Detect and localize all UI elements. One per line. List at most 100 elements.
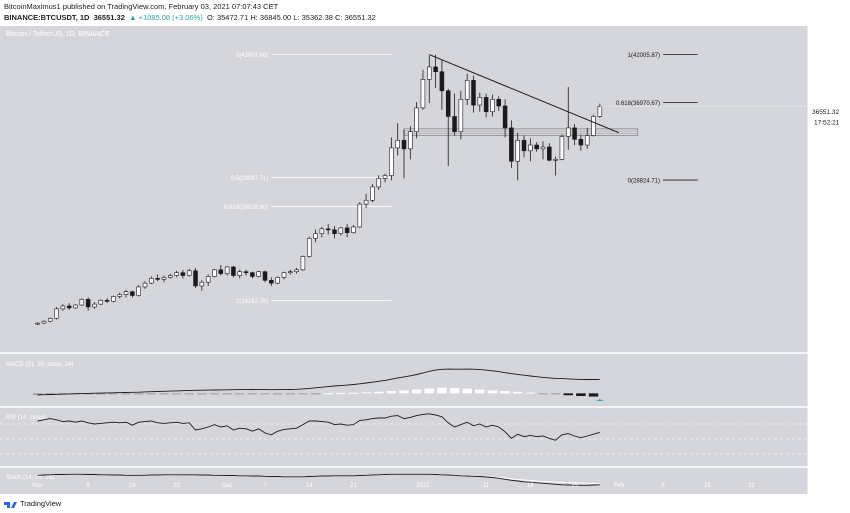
stoch-pane: Stoch (14, 26, 24) 50.00: [6, 473, 829, 488]
macd-histogram-bar: [184, 393, 194, 395]
price-tick-label: 18000.00: [813, 282, 839, 288]
candle-bear: [509, 127, 514, 162]
candle-bear: [534, 144, 539, 150]
candle-bull: [35, 322, 40, 325]
candle-bull: [528, 144, 533, 152]
tradingview-text: TradingView: [19, 499, 62, 508]
price-tick-label: 22000.00: [813, 244, 839, 250]
chart-canvas[interactable]: Bitcoin / TetherUS, 1D, BINANCE USDT 0(4…: [0, 26, 850, 494]
macd-histogram-bar: [285, 393, 296, 395]
macd-histogram-bar: [538, 393, 548, 395]
macd-histogram-bar: [146, 393, 157, 395]
time-tick-label: 21: [350, 483, 357, 489]
macd-histogram-bar: [209, 393, 220, 395]
candle-bull: [111, 296, 116, 302]
candle-bear: [547, 146, 552, 161]
price-tick-label: 20000.00: [813, 263, 839, 269]
price-tick-label: 24000.00: [813, 225, 839, 231]
price-pane: 0(42007.66) 0.5(29087.71) 0.618(26038.60) 1…: [35, 53, 808, 326]
stoch-tick-label: 50.00: [813, 482, 829, 488]
time-tag-text: 17:52:21: [814, 120, 840, 127]
candle-bear: [180, 272, 186, 276]
candle-bull: [338, 227, 344, 234]
chart-background: [0, 26, 808, 494]
candle-bull: [237, 271, 243, 276]
fib-left-level-label: 0.618(26038.60): [224, 205, 268, 211]
candle-bull: [212, 269, 217, 277]
tradingview-logo[interactable]: TradingView: [4, 499, 62, 509]
candle-bull: [60, 305, 66, 310]
candle-bull: [427, 66, 432, 80]
price-tick-label: 30000.00: [813, 167, 839, 173]
candle-bear: [130, 291, 135, 296]
candle-bull: [319, 228, 325, 234]
candle-bear: [471, 79, 476, 106]
time-tick-label: Nov: [32, 483, 43, 489]
candle-bull: [54, 308, 59, 319]
rsi-pane: RSI (14, close) 75.00 50.00 25.00: [0, 413, 829, 459]
price-tick-label: 34000.00: [813, 129, 839, 135]
symbol-line: BINANCE:BTCUSDT, 1D 36551.32 ▲ +1085.08 …: [4, 13, 376, 22]
macd-histogram-bar: [272, 393, 283, 395]
price-tick-label: 44000.00: [813, 34, 839, 40]
macd-histogram-bar: [588, 393, 599, 397]
macd-histogram-bar: [235, 393, 245, 395]
macd-histogram-bar: [260, 393, 270, 395]
resistance-trendline: [429, 54, 619, 134]
macd-histogram-bar: [96, 393, 106, 395]
candle-bear: [445, 90, 451, 117]
time-tick-label: 14: [306, 483, 313, 489]
candle-bear: [483, 97, 489, 113]
candle-bull: [395, 139, 400, 149]
candle-bull: [300, 256, 306, 271]
macd-histogram-bar: [424, 388, 435, 394]
fib-right-level-label: 0(28824.71): [628, 179, 660, 185]
price-tick-label: 16000.00: [813, 301, 839, 307]
macd-histogram-bar: [361, 392, 371, 394]
candle-bull: [382, 175, 388, 179]
macd-histogram-bar: [323, 393, 333, 395]
price-tick-label: 28000.00: [813, 186, 839, 192]
macd-tick-label: 4000.00: [813, 370, 835, 376]
time-tick-label: 11: [483, 483, 490, 489]
rsi-tick-label: 25.00: [813, 453, 829, 459]
macd-histogram-bar: [563, 393, 573, 396]
time-tick-label: 25: [571, 483, 578, 489]
macd-histogram-bar: [247, 393, 258, 395]
candle-bear: [66, 305, 72, 309]
publisher-line: BitcoinMaximus1 published on TradingView…: [4, 2, 279, 11]
candle-bull: [408, 131, 413, 150]
candle-bull: [47, 318, 53, 322]
candle-bull: [281, 272, 287, 278]
candle-bear: [578, 139, 584, 146]
candle-bull: [123, 291, 129, 295]
fib-left-level-label: 0(42007.66): [236, 53, 268, 59]
candle-bull: [275, 277, 280, 284]
candle-bull: [351, 226, 356, 233]
price-tick-label: 40000.00: [813, 72, 839, 78]
candle-bull: [306, 238, 312, 257]
candle-bull: [136, 286, 141, 296]
macd-histogram-bar: [449, 387, 460, 394]
macd-histogram-bar: [437, 387, 447, 394]
chart-header: BitcoinMaximus1 published on TradingView…: [0, 0, 850, 26]
last-price: 36551.32: [93, 13, 125, 22]
candle-bull: [363, 199, 369, 205]
fib-right-level-label: 0.618(36970.67): [616, 101, 660, 107]
stoch-k-line: [37, 473, 600, 486]
candle-bear: [250, 272, 255, 277]
macd-histogram-bar: [550, 393, 561, 395]
candle-bull: [92, 303, 97, 308]
macd-line: [37, 368, 600, 396]
macd-histogram-bar: [399, 390, 409, 394]
time-tick-label: 16: [129, 483, 136, 489]
macd-tick-label: 0.00: [813, 392, 825, 398]
time-tick-label: 23: [173, 483, 180, 489]
candle-bear: [262, 271, 268, 281]
candle-bull: [565, 127, 571, 137]
macd-histogram-bar: [475, 389, 485, 394]
macd-histogram-bar: [373, 391, 384, 394]
macd-label: MACD (21, 50, close, 24): [6, 362, 73, 368]
ohlc-values: O: 35472.71 H: 36845.00 L: 35362.38 C: 3…: [206, 13, 376, 22]
candle-bull: [553, 159, 558, 161]
